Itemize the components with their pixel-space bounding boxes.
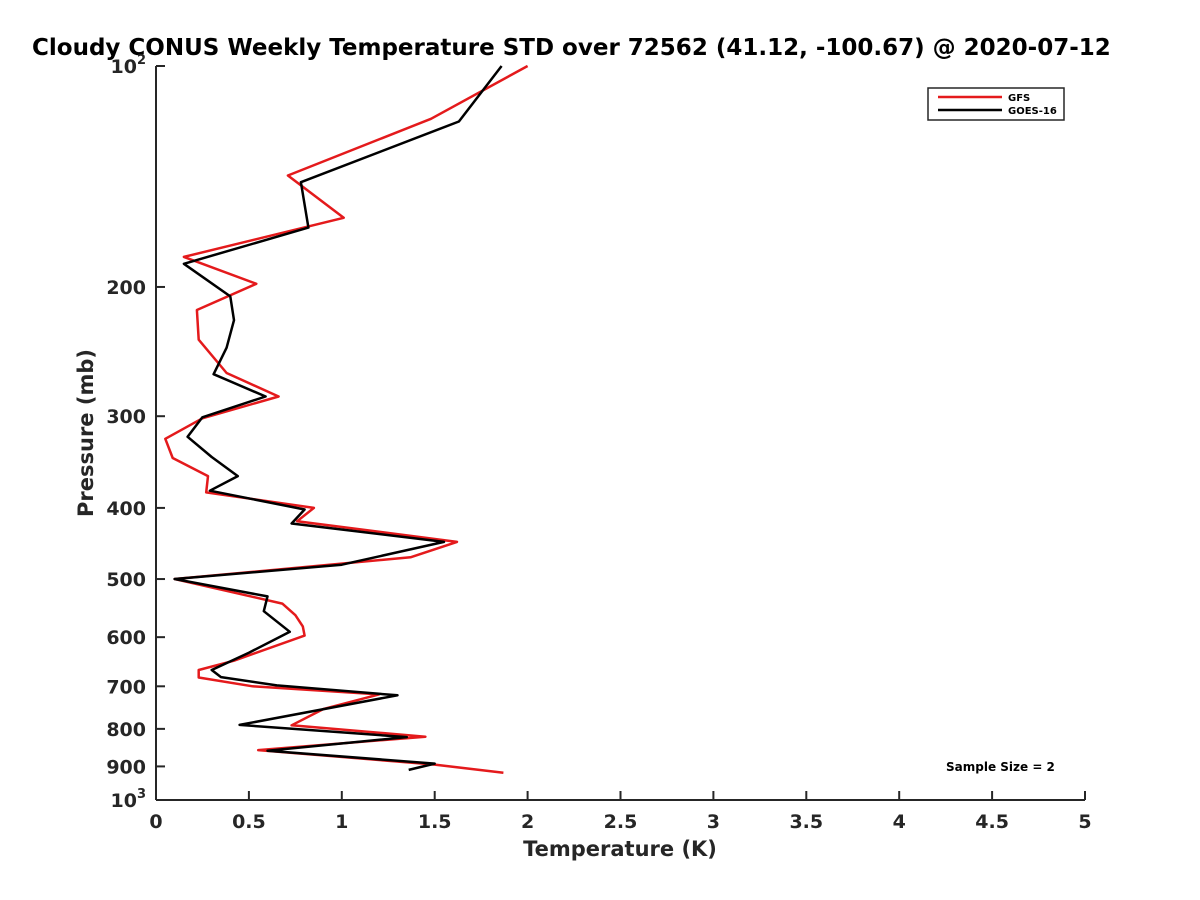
plot-area: 0 0.5 1 1.5 2 2.5 3 3.5 4 4.5 5 102 200 300 400 500 600… xyxy=(106,53,1091,833)
x-tick-label: 4 xyxy=(893,811,906,833)
y-tick-label: 103 xyxy=(111,787,147,812)
x-tick-label: 0 xyxy=(149,811,162,833)
series-group xyxy=(164,64,529,774)
x-tick-label: 2.5 xyxy=(604,811,638,833)
x-tick-label: 4.5 xyxy=(975,811,1009,833)
x-tick-label: 0.5 xyxy=(232,811,266,833)
y-tick-label: 400 xyxy=(106,498,146,520)
y-tick-label: 900 xyxy=(106,756,146,778)
x-axis-label: Temperature (K) xyxy=(523,837,717,861)
x-tick-label: 3.5 xyxy=(789,811,823,833)
series-line-gfs xyxy=(164,64,529,774)
x-axis-ticks: 0 0.5 1 1.5 2 2.5 3 3.5 4 4.5 5 xyxy=(149,791,1092,833)
y-tick-label: 102 xyxy=(111,53,147,78)
y-tick-label: 700 xyxy=(106,676,146,698)
y-axis-label: Pressure (mb) xyxy=(74,349,98,517)
x-tick-label: 2 xyxy=(521,811,534,833)
sample-size-annotation: Sample Size = 2 xyxy=(946,760,1055,774)
legend-label-gfs: GFS xyxy=(1008,93,1030,104)
x-tick-label: 1 xyxy=(335,811,348,833)
y-tick-label: 600 xyxy=(106,627,146,649)
y-tick-label: 500 xyxy=(106,569,146,591)
legend-box xyxy=(927,87,1065,121)
series-line-goes16 xyxy=(173,65,503,772)
y-tick-label: 200 xyxy=(106,277,146,299)
x-tick-label: 3 xyxy=(707,811,720,833)
chart-title: Cloudy CONUS Weekly Temperature STD over… xyxy=(32,35,1111,61)
legend-label-goes16: GOES-16 xyxy=(1008,106,1057,117)
x-tick-label: 1.5 xyxy=(418,811,452,833)
y-tick-label: 800 xyxy=(106,719,146,741)
x-tick-label: 5 xyxy=(1078,811,1091,833)
y-tick-label: 300 xyxy=(106,406,146,428)
legend: GFS GOES-16 xyxy=(927,87,1065,121)
y-axis-ticks: 102 200 300 400 500 600 700 800 900 103 xyxy=(106,53,165,812)
